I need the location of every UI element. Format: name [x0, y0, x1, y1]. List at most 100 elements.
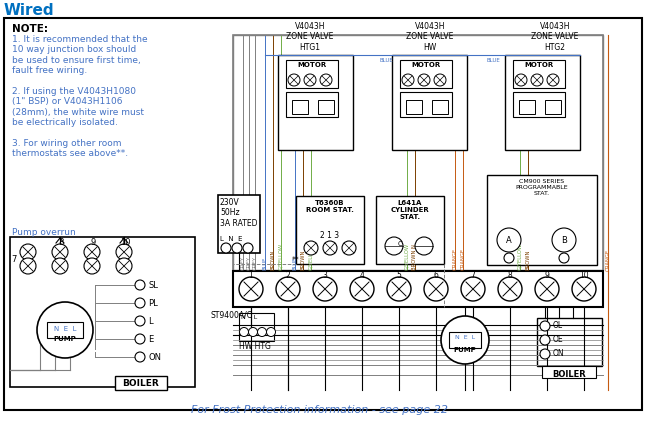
Circle shape	[424, 277, 448, 301]
Text: BROWN: BROWN	[300, 250, 305, 270]
Text: 9: 9	[545, 271, 549, 279]
Text: SL: SL	[148, 281, 158, 289]
Text: OL: OL	[553, 322, 563, 330]
Bar	[233, 35, 603, 307]
Circle shape	[135, 298, 145, 308]
Circle shape	[20, 244, 36, 260]
Circle shape	[313, 277, 337, 301]
Circle shape	[497, 228, 521, 252]
Bar	[218, 195, 260, 253]
Text: 7: 7	[470, 271, 476, 279]
Circle shape	[350, 277, 374, 301]
Circle shape	[243, 243, 253, 253]
Circle shape	[232, 243, 242, 253]
Text: V4043H
ZONE VALVE
HTG2: V4043H ZONE VALVE HTG2	[531, 22, 578, 52]
Bar	[487, 175, 597, 265]
Circle shape	[418, 74, 430, 86]
Text: For Frost Protection information - see page 22: For Frost Protection information - see p…	[192, 405, 448, 415]
Bar	[449, 332, 481, 348]
Circle shape	[116, 258, 132, 274]
Text: GREY: GREY	[241, 256, 245, 270]
Bar	[537, 318, 602, 366]
Bar	[233, 271, 603, 307]
Bar	[432, 100, 448, 114]
Bar	[292, 100, 308, 114]
Text: 4: 4	[360, 271, 364, 279]
Circle shape	[535, 277, 559, 301]
Bar	[545, 100, 561, 114]
Circle shape	[221, 243, 231, 253]
Text: MOTOR: MOTOR	[524, 62, 554, 68]
Text: ON: ON	[148, 352, 161, 362]
Text: L: L	[148, 316, 153, 325]
Circle shape	[239, 277, 263, 301]
Circle shape	[52, 258, 68, 274]
Circle shape	[135, 334, 145, 344]
Bar	[376, 196, 444, 264]
Text: 2: 2	[285, 271, 291, 279]
Circle shape	[461, 277, 485, 301]
Text: 8: 8	[58, 238, 63, 246]
Text: N  E  L: N E L	[54, 326, 76, 332]
Text: L  N  E: L N E	[220, 236, 243, 242]
Text: PUMP: PUMP	[54, 336, 76, 342]
Text: 1: 1	[248, 271, 254, 279]
Text: V4043H
ZONE VALVE
HW: V4043H ZONE VALVE HW	[406, 22, 454, 52]
Text: BROWN: BROWN	[525, 250, 531, 270]
Circle shape	[415, 237, 433, 255]
Circle shape	[540, 349, 550, 359]
Text: G/YELLOW: G/YELLOW	[278, 243, 283, 270]
Text: 230V
50Hz
3A RATED: 230V 50Hz 3A RATED	[220, 198, 258, 228]
Text: 10: 10	[120, 238, 130, 246]
Text: BLUE: BLUE	[380, 58, 394, 63]
Text: ORANGE: ORANGE	[452, 248, 457, 270]
Text: ST9400A/C: ST9400A/C	[210, 310, 252, 319]
Text: BROWN N: BROWN N	[413, 244, 417, 270]
Text: BLUE: BLUE	[292, 257, 298, 270]
Text: B: B	[561, 235, 567, 244]
Text: 6: 6	[433, 271, 439, 279]
Text: 9: 9	[91, 238, 96, 246]
Text: BROWN: BROWN	[270, 250, 276, 270]
Text: Pump overrun: Pump overrun	[12, 228, 76, 237]
Circle shape	[540, 321, 550, 331]
Circle shape	[52, 244, 68, 260]
Text: BLUE: BLUE	[263, 257, 267, 270]
Circle shape	[320, 74, 332, 86]
Circle shape	[434, 74, 446, 86]
Text: E: E	[148, 335, 153, 344]
Circle shape	[323, 241, 337, 255]
Text: CM900 SERIES
PROGRAMMABLE
STAT.: CM900 SERIES PROGRAMMABLE STAT.	[516, 179, 568, 196]
Circle shape	[498, 277, 522, 301]
Text: N  E  L: N E L	[455, 335, 475, 340]
Bar	[406, 100, 422, 114]
Circle shape	[304, 241, 318, 255]
Circle shape	[84, 258, 100, 274]
Bar	[513, 92, 565, 117]
Text: 3: 3	[323, 271, 327, 279]
Text: PL: PL	[148, 298, 158, 308]
Circle shape	[20, 258, 36, 274]
Circle shape	[504, 253, 514, 263]
Circle shape	[135, 352, 145, 362]
Text: N    L: N L	[241, 315, 258, 320]
Circle shape	[531, 74, 543, 86]
Bar	[286, 60, 338, 88]
Text: NOTE:: NOTE:	[12, 24, 48, 34]
Circle shape	[258, 327, 267, 336]
Bar	[296, 196, 364, 264]
Bar	[318, 100, 334, 114]
Circle shape	[37, 302, 93, 358]
Circle shape	[288, 74, 300, 86]
Text: 2 1 3: 2 1 3	[320, 231, 340, 240]
Bar	[519, 100, 535, 114]
Circle shape	[552, 228, 576, 252]
Text: **: **	[292, 256, 300, 265]
Text: PUMP: PUMP	[454, 347, 476, 353]
Bar	[239, 313, 274, 341]
Text: 8: 8	[508, 271, 512, 279]
Text: 5: 5	[397, 271, 401, 279]
Text: A: A	[506, 235, 512, 244]
Bar	[542, 366, 596, 378]
Bar	[233, 35, 603, 270]
